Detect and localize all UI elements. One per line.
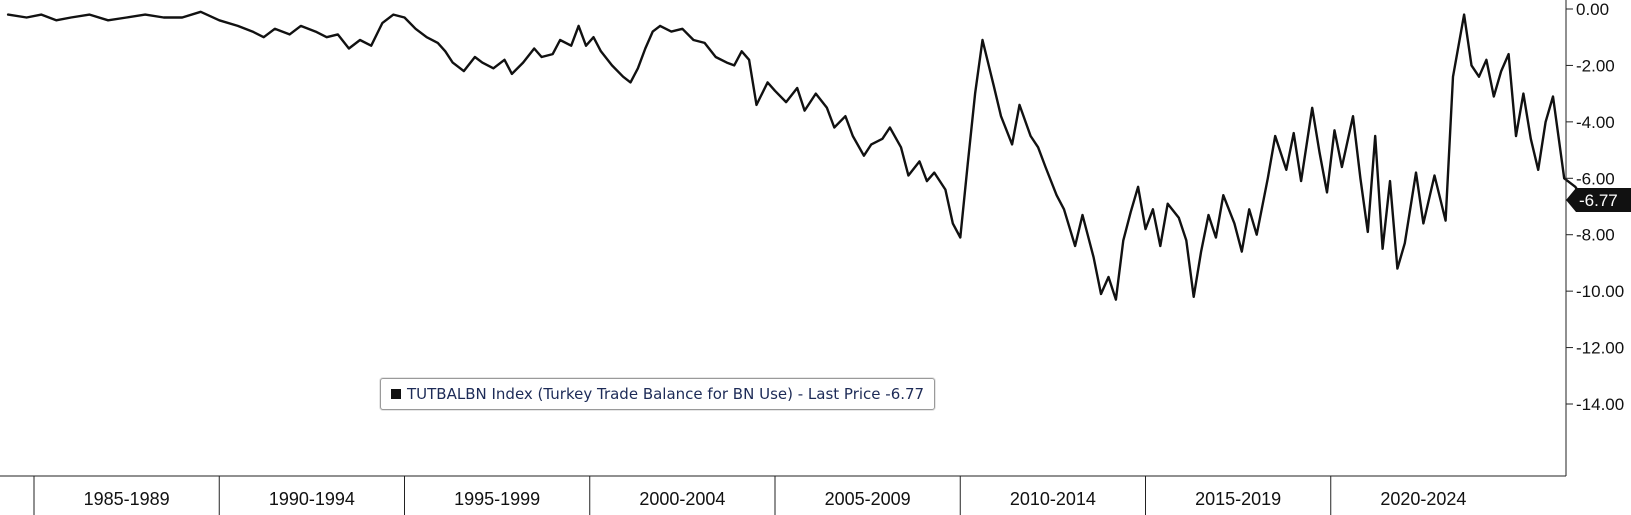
y-tick-label: -10.00 (1576, 282, 1624, 301)
y-axis-ticks: 0.00 -2.00 -4.00 -6.00 -8.00 -10.00 -12.00 -14.… (1566, 0, 1624, 414)
series-line-turkey-trade-balance (6, 10, 1599, 301)
x-category-label: 1985-1989 (84, 489, 170, 509)
y-tick-label: -6.00 (1576, 169, 1615, 188)
x-axis-categories: 1985-1989 1990-1994 1995-1999 2000-2004 2005… (33, 476, 1466, 515)
y-tick-label: 0.00 (1576, 0, 1609, 19)
plot-area (6, 10, 1599, 301)
legend-label: TUTBALBN Index (Turkey Trade Balance for… (407, 385, 925, 403)
y-tick-label: -12.00 (1576, 339, 1624, 358)
legend: TUTBALBN Index (Turkey Trade Balance for… (380, 378, 936, 410)
x-category-label: 2010-2014 (1010, 489, 1096, 509)
y-tick-label: -4.00 (1576, 113, 1615, 132)
last-value-label: -6.77 (1579, 191, 1618, 210)
last-value-marker: -6.77 (1566, 188, 1631, 213)
x-category-label: 1990-1994 (269, 489, 355, 509)
legend-swatch (391, 389, 401, 399)
y-tick-label: -2.00 (1576, 56, 1615, 75)
x-category-label: 2000-2004 (639, 489, 725, 509)
last-value-flag (1566, 188, 1631, 213)
x-category-label: 2015-2019 (1195, 489, 1281, 509)
x-category-label: 2005-2009 (825, 489, 911, 509)
y-tick-label: -14.00 (1576, 395, 1624, 414)
x-category-label: 2020-2024 (1380, 489, 1466, 509)
y-tick-label: -8.00 (1576, 226, 1615, 245)
x-category-label: 1995-1999 (454, 489, 540, 509)
